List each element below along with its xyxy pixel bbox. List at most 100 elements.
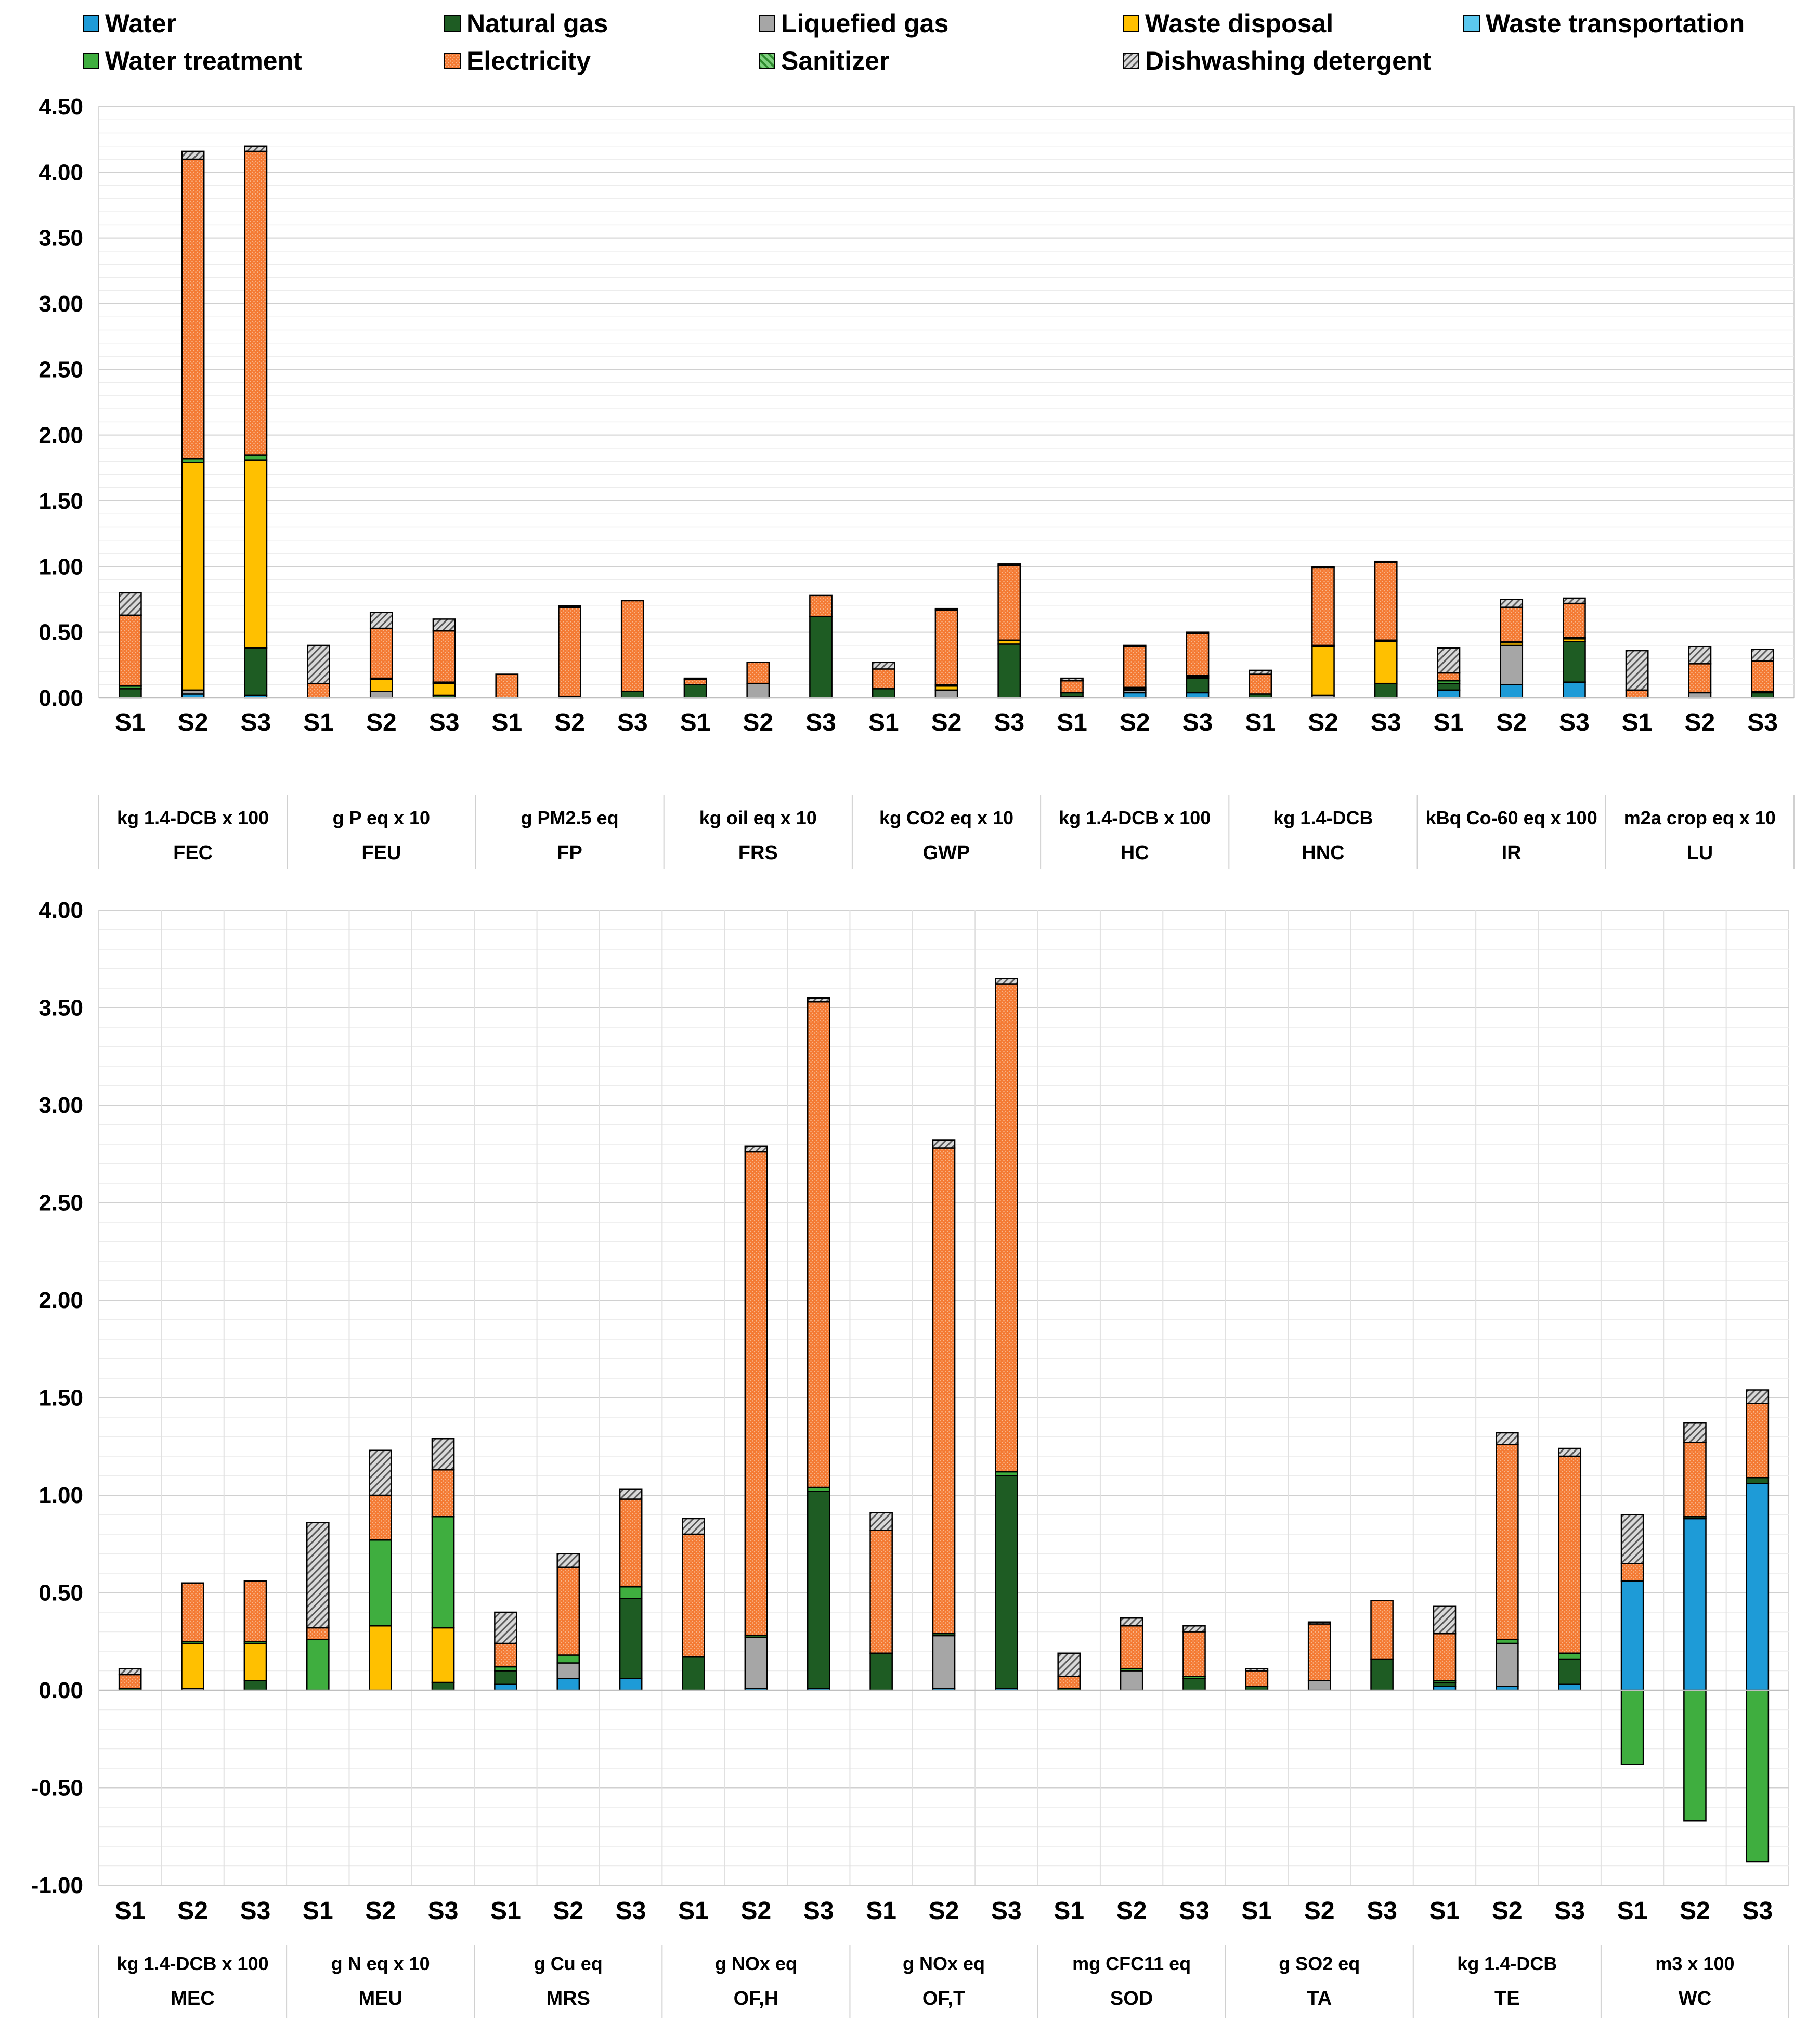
bar-segment-mrs-s3-water-treatment	[619, 1586, 643, 1599]
indicator-label: FRS	[738, 842, 778, 864]
bar-segment-mrs-s3-dishwashing-detergent	[619, 1488, 643, 1500]
unit-label: g NOx eq	[715, 1953, 797, 1974]
x-category-label: S3	[1182, 709, 1213, 736]
bar-segment-gwp-s2-dishwashing-detergent	[934, 607, 958, 611]
bar-segment-feu-s1-dishwashing-detergent	[307, 644, 330, 684]
bar-segment-mec-s2-electricity	[181, 1582, 204, 1642]
y-tick-label: 1.00	[38, 1483, 83, 1508]
bar-segment-wc-s3-water	[1746, 1483, 1770, 1691]
unit-label: g P eq x 10	[333, 807, 430, 828]
bar-segment-lu-s2-dishwashing-detergent	[1688, 646, 1712, 665]
indicator-label: FEC	[173, 842, 213, 864]
bar-segment-mrs-s2-liquefied-gas	[556, 1662, 580, 1679]
y-tick-label: 4.50	[38, 94, 83, 120]
bar-segment-feu-s3-waste-disposal	[432, 682, 456, 696]
bar-segment-fec-s3-waste-disposal	[244, 459, 268, 649]
y-tick-label: 1.50	[38, 488, 83, 514]
x-category-label: S2	[1304, 1897, 1335, 1925]
x-category-label: S3	[1179, 1897, 1210, 1925]
bar-group-mrs: S1 S2 S3 g Cu eq MRS	[474, 1488, 646, 2018]
bar-group-frs: S1 S2 S3 kg oil eq x 10 FRS	[663, 594, 836, 869]
bar-segment-meu-s3-natural-gas	[431, 1681, 455, 1691]
x-category-label: S2	[178, 709, 209, 736]
unit-label: kg 1.4-DCB	[1457, 1953, 1557, 1974]
unit-label: g Cu eq	[534, 1953, 603, 1974]
bar-segment-gwp-s1-electricity	[872, 668, 895, 690]
bar-segment-wc-s3-dishwashing-detergent	[1746, 1389, 1770, 1404]
unit-label: g NOx eq	[903, 1953, 985, 1974]
bar-segment-wc-s2-dishwashing-detergent	[1683, 1422, 1707, 1443]
bar-segment-hnc-s3-electricity	[1374, 562, 1398, 641]
y-tick-label: 0.00	[38, 1678, 83, 1703]
bar-segment-ir-s1-natural-gas	[1437, 682, 1461, 691]
x-category-label: S1	[1057, 709, 1087, 736]
bar-segment-feu-s2-liquefied-gas	[369, 691, 393, 699]
bar-segment-hc-s2-water	[1123, 692, 1147, 699]
bar-segment-of-h-s3-electricity	[807, 1001, 830, 1488]
legend-swatch-waste-transportation	[1463, 15, 1480, 32]
x-category-label: S1	[115, 709, 146, 736]
bar-segment-hc-s3-natural-gas	[1186, 677, 1210, 694]
legend-label-waste-transportation: Waste transportation	[1486, 9, 1745, 38]
bar-segment-hnc-s2-electricity	[1311, 567, 1335, 646]
unit-label: mg CFC11 eq	[1072, 1953, 1191, 1974]
bar-segment-te-s2-dishwashing-detergent	[1496, 1432, 1519, 1445]
legend-label-waste-disposal: Waste disposal	[1145, 9, 1333, 38]
indicator-label: HC	[1121, 842, 1149, 864]
bar-segment-hc-s1-dishwashing-detergent	[1060, 677, 1084, 682]
legend-swatch-sanitizer	[759, 53, 775, 69]
bar-segment-wc-s1-water-treatment	[1620, 1689, 1644, 1765]
bar-segment-fec-s2-dishwashing-detergent	[181, 150, 205, 160]
x-category-label: S2	[1685, 709, 1715, 736]
bar-segment-gwp-s3-natural-gas	[997, 643, 1021, 699]
bar-segment-mec-s3-natural-gas	[243, 1680, 267, 1691]
bar-segment-sod-s1-dishwashing-detergent	[1057, 1652, 1081, 1677]
bar-segment-meu-s3-water-treatment	[431, 1516, 455, 1629]
x-category-label: S1	[1241, 1897, 1272, 1925]
x-category-label: S3	[616, 1897, 646, 1925]
bar-group-hc: S1 S2 S3 kg 1.4-DCB x 100 HC	[1040, 631, 1213, 869]
chart-panel-top: 0.00 0.50 1.00 1.50 2.00 2.50 3.00 3.50 4.00 4.50…	[38, 94, 1795, 869]
y-tick-label: 0.50	[38, 1580, 83, 1606]
chart-panel-bottom: -1.00 -0.50 0.00 0.50 1.00 1.50 2.00 2.50 3.00 3.…	[31, 898, 1789, 2018]
x-category-label: S3	[994, 709, 1024, 736]
bar-segment-of-h-s3-dishwashing-detergent	[807, 997, 830, 1003]
bar-segment-lu-s1-electricity	[1625, 689, 1649, 699]
x-category-label: S2	[743, 709, 773, 736]
y-tick-label: 1.50	[38, 1385, 83, 1411]
x-category-label: S3	[240, 709, 271, 736]
bar-segment-feu-s3-electricity	[432, 630, 456, 683]
bar-segment-meu-s1-water-treatment	[306, 1639, 330, 1691]
y-tick-label: -1.00	[31, 1873, 83, 1898]
bar-segment-frs-s3-electricity	[809, 594, 833, 617]
bar-group-sod: S1 S2 S3 mg CFC11 eq SOD	[1037, 1617, 1210, 2018]
bar-segment-of-t-s2-liquefied-gas	[932, 1635, 956, 1689]
bar-segment-mrs-s3-natural-gas	[619, 1598, 643, 1679]
x-category-label: S2	[554, 709, 585, 736]
bar-segment-wc-s1-dishwashing-detergent	[1620, 1514, 1644, 1564]
y-tick-label: 2.00	[38, 1288, 83, 1313]
unit-label: kBq Co-60 eq x 100	[1426, 807, 1597, 828]
bar-segment-lu-s2-liquefied-gas	[1688, 692, 1712, 699]
bar-segment-feu-s2-electricity	[369, 627, 393, 679]
x-category-label: S2	[1120, 709, 1150, 736]
bar-segment-of-h-s2-dishwashing-detergent	[744, 1145, 768, 1153]
bar-segment-te-s3-water	[1558, 1683, 1582, 1691]
indicator-label: OF,H	[734, 1988, 779, 2010]
unit-label: g PM2.5 eq	[521, 807, 619, 828]
bar-segment-ir-s3-dishwashing-detergent	[1563, 597, 1586, 604]
legend-swatch-waste-disposal	[1123, 15, 1139, 32]
bar-segment-gwp-s2-liquefied-gas	[934, 689, 958, 699]
bar-segment-ta-s2-dishwashing-detergent	[1307, 1621, 1331, 1625]
bar-segment-hc-s2-dishwashing-detergent	[1123, 644, 1147, 647]
x-category-label: S1	[115, 1897, 146, 1925]
bar-segment-of-h-s2-electricity	[744, 1151, 768, 1637]
bar-segment-hnc-s3-waste-disposal	[1374, 641, 1398, 684]
bar-group-fec: S1 S2 S3 kg 1.4-DCB x 100 FEC	[98, 145, 271, 869]
bar-group-ir: S1 S2 S3 kBq Co-60 eq x 100 IR	[1416, 597, 1597, 869]
bar-group-mec: S1 S2 S3 kg 1.4-DCB x 100 MEC	[98, 1580, 270, 2018]
bar-segment-meu-s2-water-treatment	[369, 1539, 392, 1627]
x-category-label: S3	[617, 709, 648, 736]
bar-segment-ir-s1-dishwashing-detergent	[1437, 647, 1461, 674]
